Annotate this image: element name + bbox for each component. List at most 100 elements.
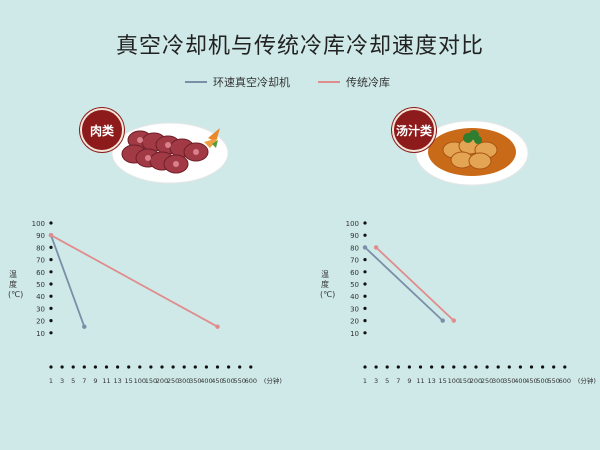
legend-label-cold-storage: 传统冷库: [346, 76, 390, 89]
y-tick-label: 40: [36, 293, 45, 301]
series-point-right-0-0: [362, 245, 368, 250]
x-tick-dot: [249, 365, 253, 369]
x-tick-dot: [374, 365, 378, 369]
y-tick-label: 10: [350, 330, 359, 338]
y-tick-dot: [49, 306, 53, 310]
x-tick-label: 150: [459, 377, 471, 385]
x-tick-label: 300: [492, 377, 504, 385]
x-tick-label: 5: [71, 377, 75, 385]
x-tick-dot: [116, 365, 120, 369]
x-tick-label: 5: [385, 377, 389, 385]
x-tick-label: 150: [145, 377, 157, 385]
y-tick-label: 30: [350, 305, 359, 313]
y-tick-label: 80: [350, 244, 359, 252]
page-title: 真空冷却机与传统冷库冷却速度对比: [115, 34, 484, 59]
x-tick-dot: [104, 365, 109, 369]
y-tick-dot: [363, 233, 367, 237]
x-tick-label: 300: [178, 377, 190, 385]
y-axis-label-right: 温度(℃): [320, 270, 336, 299]
x-tick-dot: [204, 365, 208, 369]
x-tick-label: 500: [222, 377, 234, 385]
y-tick-dot: [363, 258, 367, 262]
x-tick-dot: [193, 365, 197, 369]
y-tick-label: 60: [36, 269, 45, 277]
y-tick-dot: [49, 270, 53, 274]
x-tick-dot: [363, 365, 367, 369]
y-tick-label: 80: [36, 244, 45, 252]
x-tick-label: 450: [211, 377, 223, 385]
y-tick-label: 50: [36, 281, 45, 289]
x-tick-label: 400: [514, 377, 526, 385]
x-tick-label: 9: [93, 377, 97, 385]
series-line-right-0: [364, 246, 444, 322]
y-tick-dot: [363, 306, 367, 310]
x-tick-label: 250: [167, 377, 179, 385]
x-tick-label: 500: [536, 377, 548, 385]
x-tick-label: 600: [245, 377, 257, 385]
x-tick-label: 600: [559, 377, 571, 385]
x-tick-label: 550: [233, 377, 245, 385]
series-point-left-1-0: [48, 233, 54, 238]
x-tick-label: 11: [102, 377, 110, 385]
x-unit-label: (分钟): [578, 376, 596, 385]
badge-meat: 肉类: [80, 108, 124, 152]
x-tick-label: 3: [374, 377, 378, 385]
series-point-right-1-0: [373, 245, 379, 250]
y-tick-dot: [49, 294, 53, 298]
y-tick-label: 60: [350, 269, 359, 277]
y-tick-dot: [49, 282, 53, 286]
y-tick-dot: [363, 319, 367, 323]
x-tick-dot: [430, 365, 434, 369]
legend-item-cold-storage: 传统冷库: [318, 74, 390, 90]
y-tick-label: 90: [350, 232, 359, 240]
x-tick-dot: [385, 365, 389, 369]
legend-label-vacuum: 环速真空冷却机: [213, 76, 290, 89]
x-tick-label: 250: [481, 377, 493, 385]
x-tick-dot: [518, 365, 523, 369]
y-tick-dot: [49, 258, 53, 262]
y-tick-dot: [363, 282, 367, 286]
y-tick-label: 20: [36, 318, 45, 326]
y-tick-label: 20: [350, 318, 359, 326]
series-point-right-1-1: [451, 318, 456, 323]
x-tick-label: 1: [49, 377, 53, 385]
x-tick-label: 100: [134, 377, 146, 385]
x-tick-dot: [485, 365, 489, 369]
x-tick-label: 100: [448, 377, 460, 385]
y-tick-label: 70: [36, 257, 45, 265]
x-tick-label: 15: [125, 377, 133, 385]
x-tick-dot: [541, 365, 545, 369]
x-tick-label: 350: [503, 377, 515, 385]
x-tick-dot: [452, 365, 456, 369]
x-tick-dot: [529, 365, 534, 369]
y-tick-dot: [49, 319, 53, 323]
x-tick-label: 400: [200, 377, 212, 385]
y-tick-label: 50: [350, 281, 359, 289]
legend-swatch-vacuum: [185, 81, 207, 83]
y-tick-label: 100: [32, 220, 45, 228]
y-tick-dot: [49, 331, 53, 335]
soup-dish-image: [412, 108, 532, 188]
x-tick-dot: [182, 365, 186, 369]
x-tick-label: 1: [363, 377, 367, 385]
x-tick-dot: [552, 365, 556, 369]
series-point-right-0-1: [440, 318, 445, 323]
series-point-left-0-1: [82, 324, 87, 329]
x-tick-dot: [160, 365, 164, 369]
y-tick-label: 100: [346, 220, 359, 228]
x-tick-dot: [93, 365, 97, 369]
x-tick-label: 13: [427, 377, 435, 385]
x-tick-label: 11: [416, 377, 424, 385]
x-unit-label: (分钟): [264, 376, 282, 385]
x-tick-label: 550: [547, 377, 559, 385]
legend-swatch-cold-storage: [318, 81, 340, 83]
x-tick-label: 7: [82, 377, 86, 385]
x-tick-dot: [463, 365, 467, 369]
x-tick-label: 450: [525, 377, 537, 385]
x-tick-label: 13: [113, 377, 121, 385]
y-tick-label: 10: [36, 330, 45, 338]
legend-item-vacuum: 环速真空冷却机: [185, 74, 290, 90]
badge-soup: 汤汁类: [392, 108, 436, 152]
